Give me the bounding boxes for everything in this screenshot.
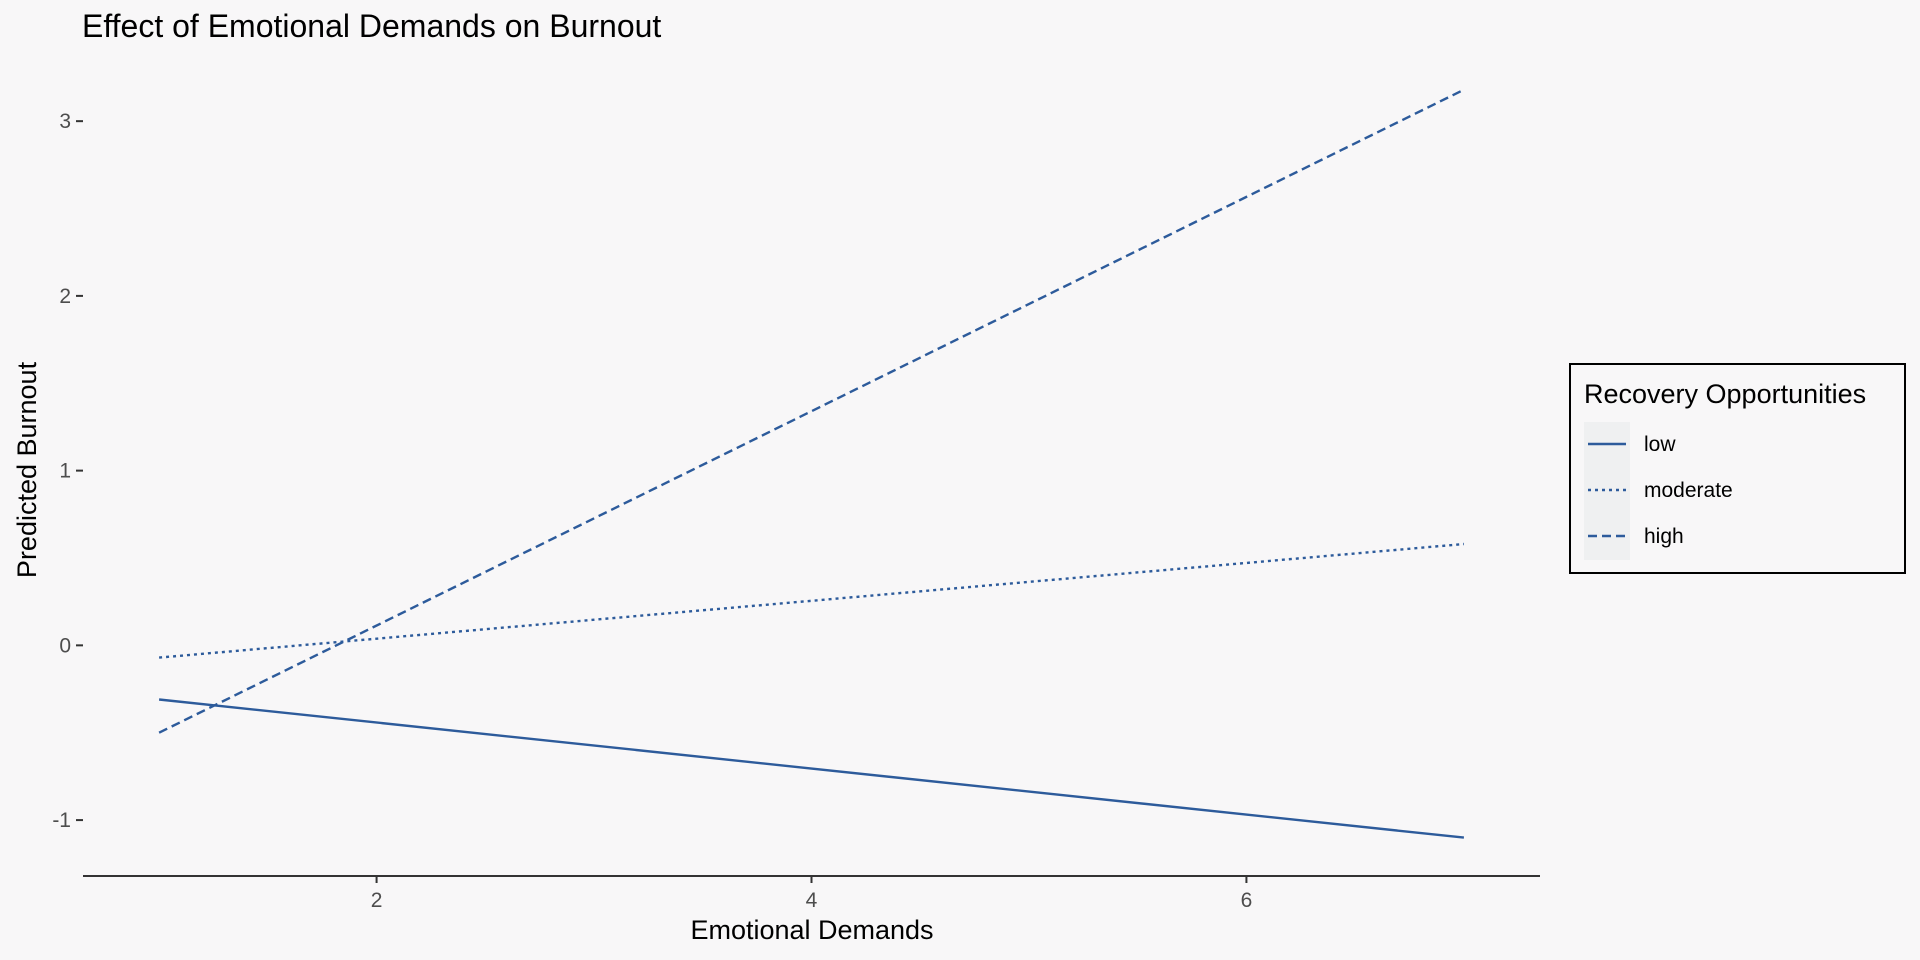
y-tick-label: 2 <box>59 285 71 308</box>
legend-label-low: low <box>1644 433 1676 456</box>
x-tick-label: 4 <box>806 889 818 912</box>
series-line-low <box>158 698 1465 839</box>
y-tick-label: -1 <box>52 809 71 832</box>
x-axis-ticks: 2 4 6 <box>371 876 1253 912</box>
chart-title: Effect of Emotional Demands on Burnout <box>82 8 661 44</box>
x-tick-label: 2 <box>371 889 383 912</box>
legend: Recovery Opportunities low moderate high <box>1569 363 1906 574</box>
y-axis-ticks: -1 0 1 2 3 <box>52 110 83 832</box>
legend-label-high: high <box>1644 525 1684 548</box>
legend-label-moderate: moderate <box>1644 479 1733 502</box>
y-axis-label: Predicted Burnout <box>12 361 42 578</box>
y-tick-label: 1 <box>59 460 71 483</box>
y-tick-label: 3 <box>59 110 71 133</box>
legend-title: Recovery Opportunities <box>1584 379 1866 409</box>
y-tick-label: 0 <box>59 634 71 657</box>
x-axis-label: Emotional Demands <box>690 915 933 945</box>
x-tick-label: 6 <box>1241 889 1253 912</box>
series-lines <box>158 88 1465 839</box>
series-line-high <box>158 88 1465 734</box>
series-line-moderate <box>158 542 1465 659</box>
legend-items: low moderate high <box>1588 433 1733 548</box>
